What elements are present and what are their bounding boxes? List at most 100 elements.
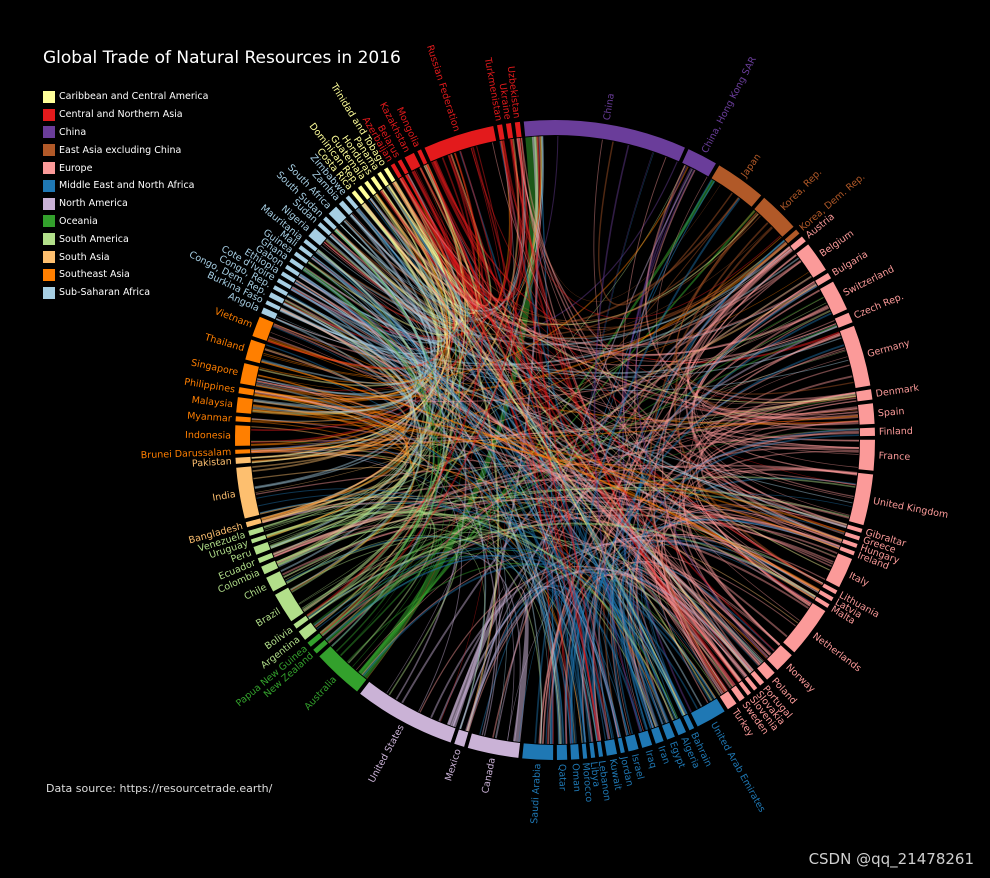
country-label: Indonesia bbox=[185, 430, 231, 442]
flow-line bbox=[582, 585, 666, 742]
flow-line bbox=[369, 174, 474, 315]
flow-line bbox=[302, 269, 670, 723]
flow-line bbox=[280, 308, 771, 656]
legend: Caribbean and Central America Central and… bbox=[43, 88, 208, 302]
flow-line bbox=[266, 510, 675, 721]
country-arc bbox=[274, 587, 304, 622]
flow-line bbox=[507, 519, 840, 741]
flow-line bbox=[317, 249, 508, 739]
flow-line bbox=[287, 295, 437, 656]
country-label: Ukraine bbox=[497, 82, 513, 120]
flow-line bbox=[254, 295, 415, 489]
flow-line bbox=[376, 193, 786, 331]
flow-line bbox=[470, 147, 845, 533]
country-arc bbox=[268, 292, 285, 304]
flow-line bbox=[266, 496, 824, 584]
country-arc bbox=[323, 216, 337, 230]
flow-line bbox=[336, 228, 551, 744]
country-arc bbox=[235, 456, 251, 464]
legend-label: North America bbox=[59, 198, 128, 210]
country-arc bbox=[859, 427, 875, 437]
country-arc bbox=[754, 197, 794, 237]
country-arc bbox=[357, 185, 371, 200]
flow-line bbox=[325, 197, 740, 641]
legend-label: Caribbean and Central America bbox=[59, 91, 209, 103]
flow-line bbox=[251, 163, 466, 423]
country-arc bbox=[818, 590, 834, 602]
legend-swatch bbox=[43, 179, 55, 192]
flow-line bbox=[276, 526, 543, 744]
flow-line bbox=[586, 585, 667, 741]
flow-line bbox=[572, 152, 655, 744]
country-label: United States bbox=[367, 723, 407, 785]
legend-label: Central and Northern Asia bbox=[59, 109, 183, 121]
flow-line bbox=[394, 180, 500, 732]
country-arc bbox=[822, 583, 838, 595]
country-arc bbox=[257, 552, 274, 564]
flow-line bbox=[609, 580, 685, 729]
flow-line bbox=[320, 138, 525, 635]
country-arc bbox=[364, 180, 377, 196]
flow-line bbox=[393, 181, 594, 742]
country-arc bbox=[272, 285, 289, 296]
flow-line bbox=[315, 251, 859, 449]
flow-line bbox=[420, 167, 859, 424]
country-arc bbox=[825, 553, 853, 588]
flow-line bbox=[264, 393, 856, 530]
flow-line bbox=[685, 249, 848, 527]
flow-line bbox=[664, 411, 858, 692]
flow-line bbox=[262, 479, 850, 524]
country-arc bbox=[820, 281, 848, 316]
flow-line bbox=[547, 521, 838, 744]
flow-line bbox=[261, 250, 425, 385]
country-label: Canada bbox=[480, 757, 498, 795]
flow-line bbox=[295, 279, 760, 666]
flow-line bbox=[685, 241, 858, 415]
flow-line bbox=[251, 396, 856, 459]
flow-line bbox=[311, 157, 479, 330]
flow-line bbox=[628, 477, 856, 728]
flow-line bbox=[570, 197, 741, 744]
flow-line bbox=[407, 173, 856, 486]
flow-line bbox=[644, 561, 741, 689]
flow-line bbox=[273, 488, 848, 556]
flow-line bbox=[303, 408, 858, 612]
flow-line bbox=[252, 186, 448, 472]
chart-title: Global Trade of Natural Resources in 201… bbox=[43, 48, 401, 68]
flow-line bbox=[495, 168, 693, 739]
flow-line bbox=[401, 174, 480, 309]
flow-line bbox=[299, 274, 622, 737]
flow-line bbox=[323, 163, 474, 326]
flow-line bbox=[327, 396, 856, 643]
flow-line bbox=[363, 203, 713, 701]
flow-line bbox=[254, 390, 812, 605]
flow-line bbox=[283, 302, 422, 591]
flow-line bbox=[268, 336, 832, 567]
flow-line bbox=[294, 140, 513, 338]
flow-line bbox=[326, 523, 824, 642]
flow-line bbox=[251, 426, 629, 736]
flow-line bbox=[512, 138, 549, 744]
flow-line bbox=[273, 257, 425, 555]
country-label: Czech Rep. bbox=[852, 291, 905, 321]
flow-line bbox=[251, 176, 455, 443]
flow-ribbon bbox=[564, 180, 715, 744]
flow-line bbox=[256, 138, 523, 392]
flow-line bbox=[306, 476, 856, 617]
country-label: United Kingdom bbox=[872, 496, 949, 521]
flow-line bbox=[569, 152, 653, 744]
flow-line bbox=[251, 181, 451, 459]
flow-line bbox=[279, 310, 853, 504]
country-label: China, Hong Kong SAR bbox=[700, 55, 759, 156]
flow-line bbox=[335, 198, 456, 329]
flow-line bbox=[651, 555, 761, 683]
flow-line bbox=[299, 274, 561, 744]
flow-line bbox=[356, 208, 610, 740]
flow-line bbox=[510, 139, 748, 677]
flow-line bbox=[295, 281, 564, 744]
flow-line bbox=[283, 520, 432, 641]
country-label: Bulgaria bbox=[830, 249, 869, 279]
flow-line bbox=[381, 164, 482, 310]
flow-line bbox=[459, 150, 554, 744]
flow-line bbox=[686, 246, 859, 419]
